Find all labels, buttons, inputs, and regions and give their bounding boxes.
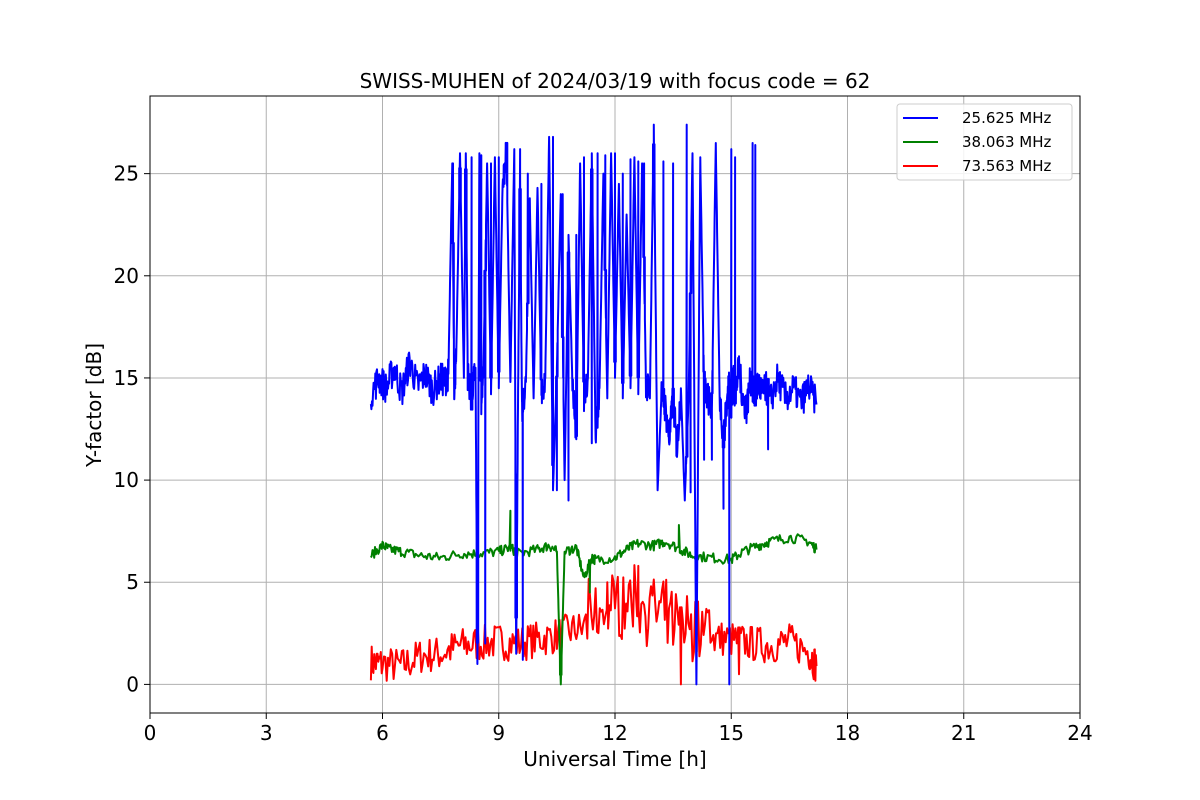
x-tick-label: 18 (835, 721, 860, 745)
series-line-25-625-mhz (369, 123, 818, 686)
series-line-38-063-mhz (370, 509, 818, 686)
x-axis: 0 3 6 9 12 15 18 21 24 (144, 713, 1093, 745)
x-tick-label: 3 (260, 721, 273, 745)
y-tick-label: 10 (114, 468, 139, 492)
y-tick-label: 20 (114, 264, 139, 288)
legend: 25.625 MHz 38.063 MHz 73.563 MHz (896, 103, 1073, 181)
y-axis-label: Y-factor [dB] (82, 343, 106, 468)
x-tick-label: 12 (602, 721, 627, 745)
x-tick-label: 24 (1067, 721, 1092, 745)
y-tick-label: 15 (114, 366, 139, 390)
series-layer (369, 123, 818, 686)
legend-entry: 73.563 MHz (962, 157, 1051, 175)
x-tick-label: 0 (144, 721, 157, 745)
legend-box (896, 103, 1073, 181)
y-tick-label: 5 (126, 570, 139, 594)
x-tick-label: 6 (376, 721, 389, 745)
series-line-73-563-mhz (369, 564, 818, 686)
x-tick-label: 21 (951, 721, 976, 745)
x-tick-label: 15 (719, 721, 744, 745)
x-axis-label: Universal Time [h] (523, 747, 706, 771)
y-axis: 0 5 10 15 20 25 (114, 162, 150, 696)
y-tick-label: 0 (126, 672, 139, 696)
legend-entry: 38.063 MHz (962, 133, 1051, 151)
y-tick-label: 25 (114, 162, 139, 186)
legend-entry: 25.625 MHz (962, 109, 1051, 127)
chart-title: SWISS-MUHEN of 2024/03/19 with focus cod… (360, 69, 871, 93)
x-tick-label: 9 (492, 721, 505, 745)
